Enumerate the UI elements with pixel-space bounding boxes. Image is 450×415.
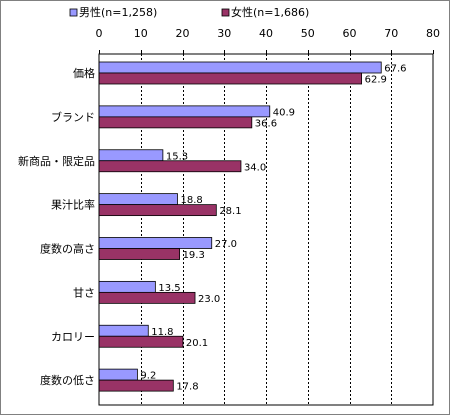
tick-label: 80	[426, 27, 440, 40]
data-label: 62.9	[365, 75, 387, 86]
data-label: 40.9	[273, 107, 295, 118]
data-label: 23.0	[198, 294, 220, 305]
legend-swatch	[69, 8, 78, 17]
tick-label: 70	[384, 27, 398, 40]
bar	[98, 280, 156, 293]
category-label: カロリー	[51, 330, 95, 343]
bar	[98, 324, 149, 337]
category-label: 新商品・限定品	[18, 154, 95, 168]
data-label: 19.3	[183, 250, 205, 261]
legend-label: 男性(n=1,258)	[79, 5, 157, 19]
tick-label: 30	[217, 27, 231, 40]
bar	[98, 335, 184, 348]
bar	[98, 61, 382, 74]
data-label: 17.8	[176, 382, 198, 393]
data-label: 9.2	[140, 371, 156, 382]
data-label: 15.3	[166, 151, 188, 162]
bar	[98, 237, 213, 249]
data-label: 20.1	[186, 338, 208, 349]
data-label: 27.0	[215, 239, 237, 250]
category-label: 度数の低さ	[40, 373, 95, 387]
tick-label: 0	[96, 27, 103, 40]
tick-label: 20	[176, 27, 190, 40]
category-label: 甘さ	[73, 286, 95, 299]
data-label: 36.6	[255, 118, 277, 129]
plot-area-frame	[98, 53, 434, 406]
data-labels: 67.662.9 40.936.6 15.3 34.0 18.8 28.1 27.0 19.3…	[140, 64, 406, 393]
bar	[98, 105, 271, 118]
bar	[98, 72, 363, 85]
legend: 男性(n=1,258) 女性(n=1,686)	[69, 5, 309, 19]
tick-label: 60	[343, 27, 357, 40]
category-label: 価格	[73, 66, 95, 80]
bar	[98, 368, 138, 381]
category-label: 度数の高さ	[40, 242, 95, 256]
tick-label: 50	[301, 27, 315, 40]
data-label: 34.0	[244, 162, 266, 173]
legend-label: 女性(n=1,686)	[231, 5, 309, 19]
bar	[98, 248, 180, 260]
data-label: 28.1	[219, 206, 241, 217]
bar	[98, 379, 174, 392]
data-label: 13.5	[158, 283, 180, 294]
bar	[98, 193, 178, 206]
data-label: 18.8	[180, 195, 202, 206]
x-axis-ticks: 0 10 20 30 40 50 60 70 80	[96, 27, 440, 54]
tick-label: 40	[259, 27, 273, 40]
legend-swatch	[221, 8, 230, 17]
bars	[98, 61, 382, 392]
data-label: 67.6	[384, 64, 406, 75]
category-label: ブランド	[51, 110, 95, 124]
bar	[98, 116, 253, 129]
bar	[98, 291, 196, 304]
bar	[98, 160, 242, 173]
category-label: 果汁比率	[51, 198, 95, 212]
bar	[98, 204, 217, 217]
tick-label: 10	[134, 27, 148, 40]
bar	[98, 149, 164, 162]
data-label: 11.8	[151, 327, 173, 338]
